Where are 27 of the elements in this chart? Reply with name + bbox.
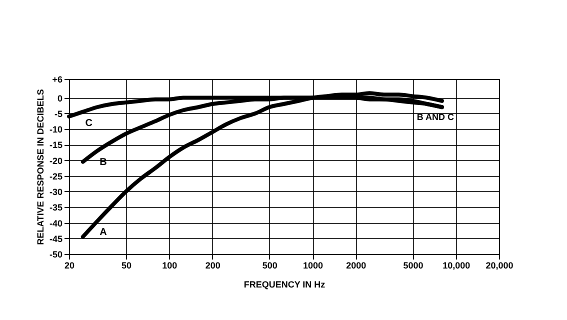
y-tick-label: -25 bbox=[49, 171, 62, 182]
x-tick-label: 100 bbox=[162, 260, 178, 270]
y-tick-label: 0 bbox=[57, 93, 62, 104]
series-label: A bbox=[100, 227, 107, 238]
series-label: C bbox=[85, 118, 93, 129]
y-axis-title: RELATIVE RESPONSE IN DECIBELS bbox=[35, 89, 46, 245]
y-tick-label: -5 bbox=[54, 108, 62, 119]
x-axis-title: FREQUENCY IN Hz bbox=[244, 280, 326, 290]
x-tick-label: 500 bbox=[262, 260, 278, 270]
x-tick-label: 200 bbox=[205, 260, 220, 270]
x-tick-label: 50 bbox=[122, 260, 132, 270]
x-tick-label: 2000 bbox=[346, 260, 366, 270]
y-tick-label: -50 bbox=[49, 250, 62, 260]
annotation: B AND C bbox=[416, 112, 454, 122]
x-tick-label: 20 bbox=[64, 260, 75, 270]
y-tick-label: -45 bbox=[49, 234, 62, 244]
y-tick-label: -15 bbox=[49, 140, 62, 150]
y-tick-label: -10 bbox=[49, 124, 62, 134]
x-tick-label: 1000 bbox=[303, 260, 324, 270]
x-tick-label: 10,000 bbox=[442, 260, 470, 270]
y-tick-label: -40 bbox=[49, 218, 62, 228]
y-tick-label: -30 bbox=[49, 187, 62, 197]
y-tick-label: +6 bbox=[52, 74, 62, 84]
x-tick-label: 5000 bbox=[403, 260, 424, 270]
y-tick-label: -20 bbox=[49, 156, 62, 166]
y-tick-label: -35 bbox=[49, 202, 62, 213]
x-tick-label: 20,000 bbox=[486, 260, 514, 270]
